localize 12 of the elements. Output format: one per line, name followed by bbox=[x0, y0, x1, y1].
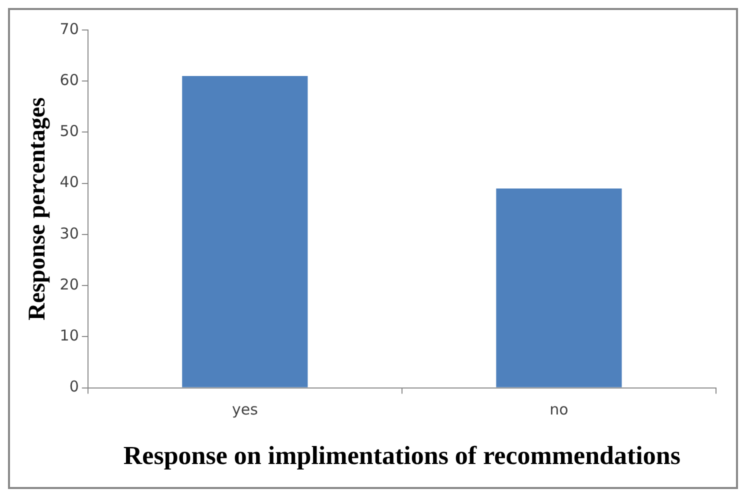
y-tick-label: 60 bbox=[60, 71, 79, 90]
y-tick-label: 30 bbox=[60, 224, 79, 242]
y-tick-label: 20 bbox=[60, 275, 79, 294]
x-tick-label: yes bbox=[232, 400, 258, 419]
y-tick-label: 50 bbox=[60, 122, 79, 140]
y-tick-label: 10 bbox=[60, 326, 79, 345]
y-axis-title: Response percentages bbox=[24, 97, 51, 320]
y-tick-label: 40 bbox=[60, 173, 79, 192]
y-tick-label: 0 bbox=[69, 378, 79, 396]
y-tick-label: 70 bbox=[60, 20, 79, 38]
x-axis-title: Response on implimentations of recommendations bbox=[123, 441, 680, 470]
x-tick-label: no bbox=[550, 400, 568, 419]
